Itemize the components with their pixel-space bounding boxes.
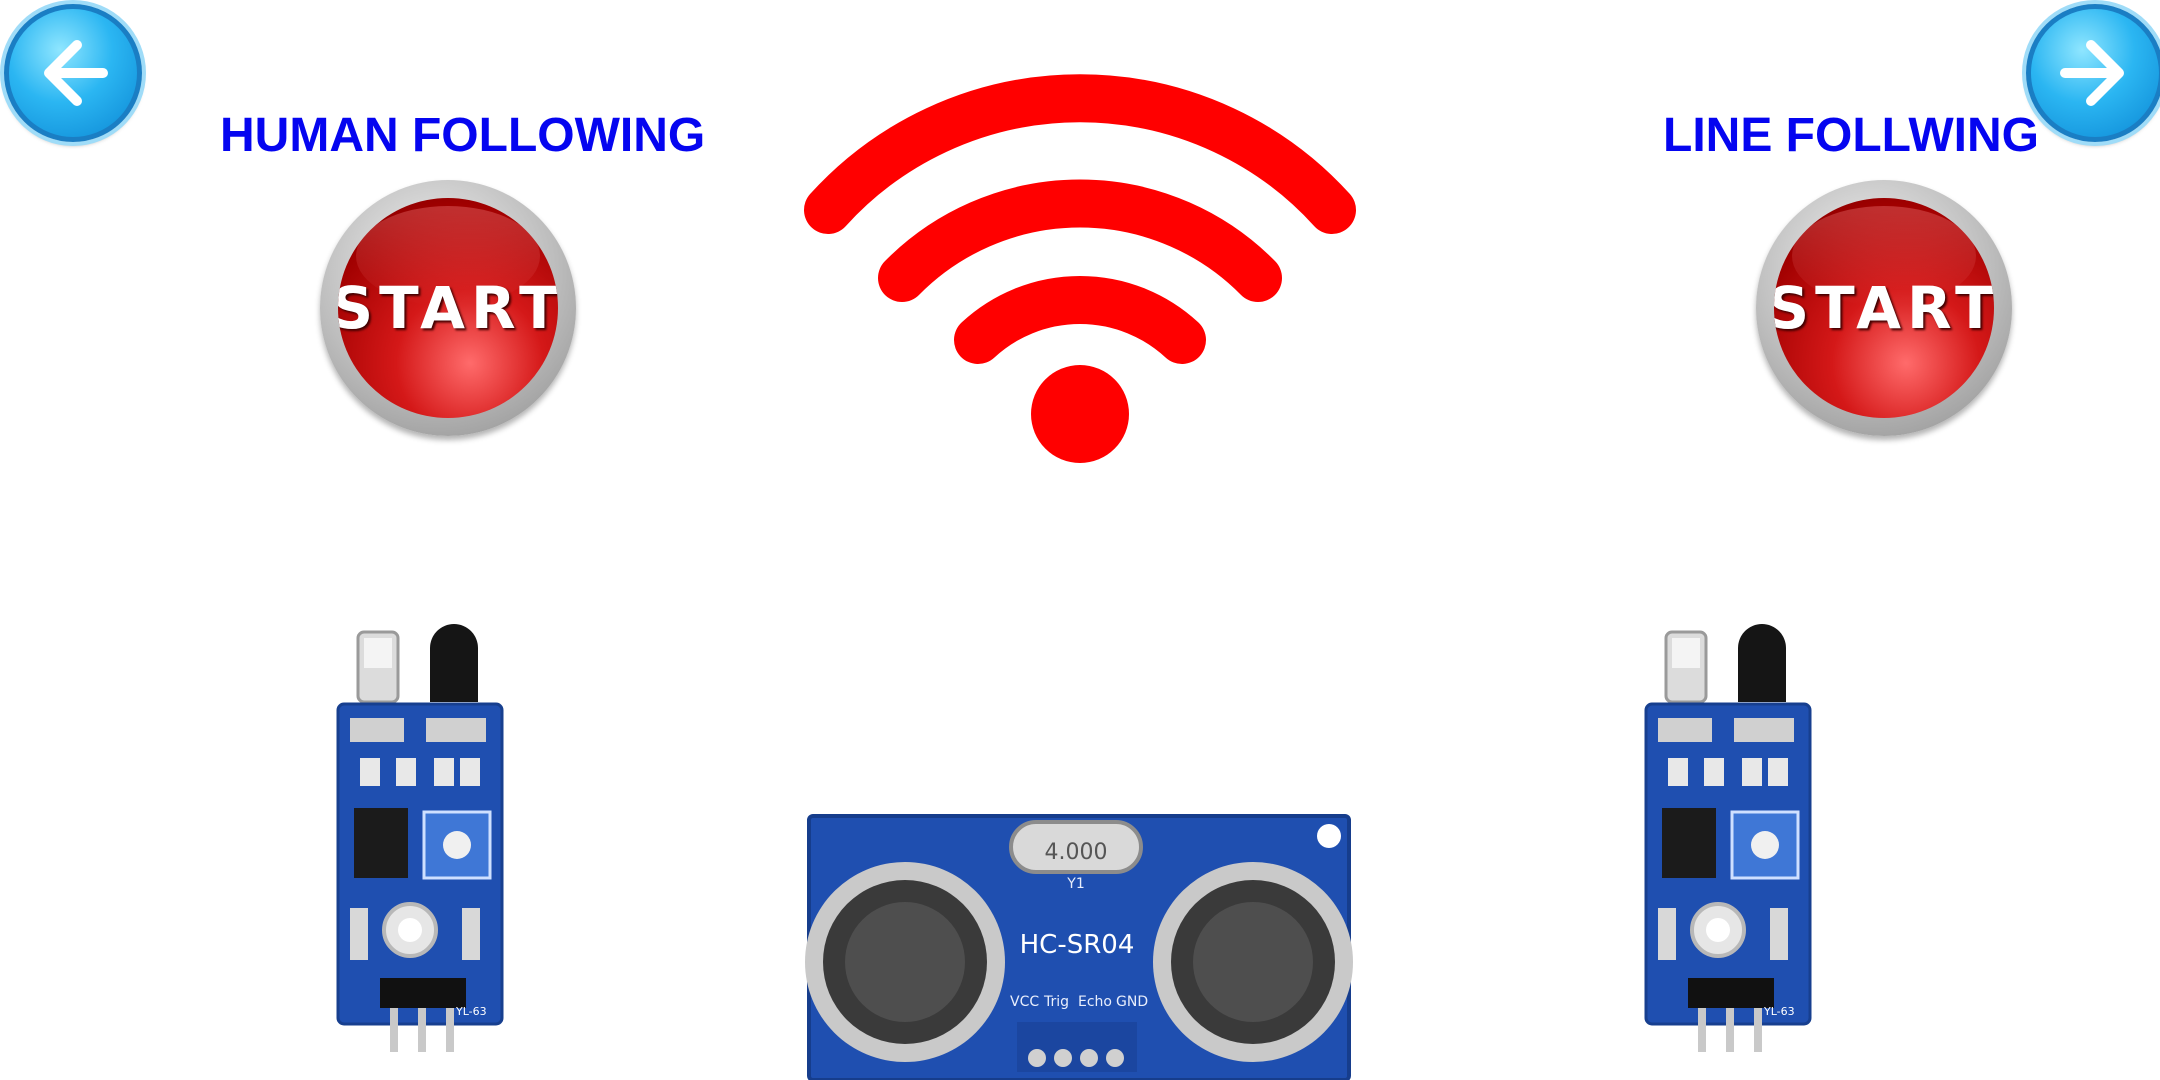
ultrasonic-pin-vcc: VCC bbox=[1010, 994, 1040, 1010]
ultrasonic-crystal-ref: Y1 bbox=[1067, 876, 1085, 892]
start-button-face: START bbox=[338, 198, 558, 418]
start-button-face: START bbox=[1774, 198, 1994, 418]
start-label: START bbox=[338, 274, 558, 342]
back-button[interactable] bbox=[4, 4, 142, 142]
ultrasonic-model-label: HC-SR04 bbox=[1019, 930, 1135, 960]
start-label: START bbox=[1774, 274, 1994, 342]
transducer-right bbox=[1153, 862, 1353, 1062]
ultrasonic-pin-echo: Echo bbox=[1078, 994, 1112, 1010]
ir-right-model-label: YL-63 bbox=[1764, 1005, 1795, 1018]
line-following-start-button[interactable]: START bbox=[1756, 180, 2012, 436]
human-following-title: HUMAN FOLLOWING bbox=[220, 109, 706, 162]
ultrasonic-crystal-label: 4.000 bbox=[1044, 840, 1108, 865]
ultrasonic-pin-trig: Trig bbox=[1044, 994, 1070, 1010]
ir-left-model-label: YL-63 bbox=[456, 1005, 487, 1018]
ir-sensor-right bbox=[1644, 624, 1812, 1052]
wifi-icon[interactable] bbox=[800, 60, 1360, 480]
ultrasonic-pin-gnd: GND bbox=[1116, 994, 1149, 1010]
human-following-start-button[interactable]: START bbox=[320, 180, 576, 436]
ir-sensor-left bbox=[336, 624, 504, 1052]
line-following-title: LINE FOLLWING bbox=[1663, 109, 2039, 162]
ultrasonic-sensor bbox=[805, 814, 1353, 1080]
forward-button[interactable] bbox=[2026, 4, 2160, 142]
arrow-right-icon bbox=[2060, 40, 2124, 106]
transducer-left bbox=[805, 862, 1005, 1062]
arrow-left-icon bbox=[44, 40, 108, 106]
